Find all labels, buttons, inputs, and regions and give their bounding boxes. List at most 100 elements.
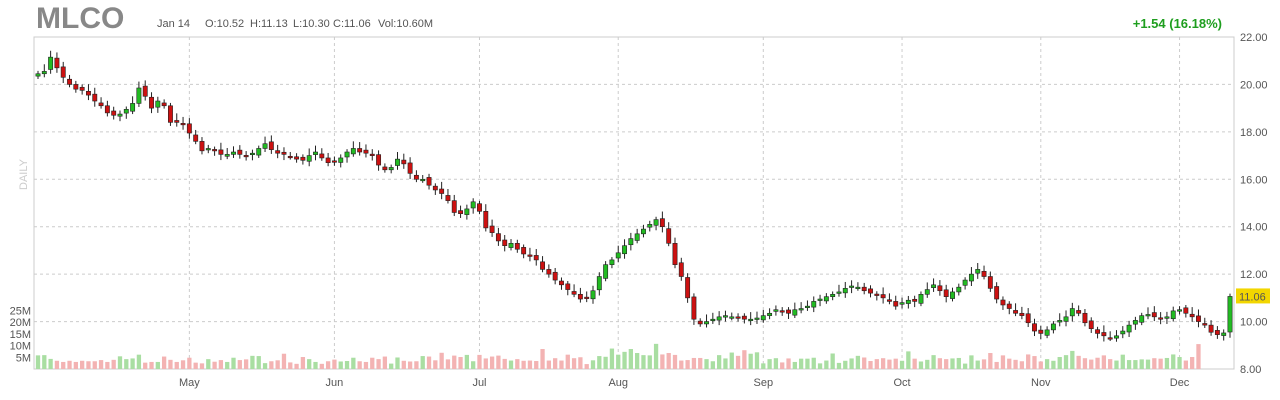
volume-bar [723, 358, 728, 369]
volume-bar [893, 358, 898, 369]
volume-bar [319, 363, 324, 369]
candle-body [880, 294, 886, 299]
candle-body [647, 224, 653, 228]
volume-bar [1019, 361, 1025, 369]
candle-body [508, 243, 514, 248]
volume-bar [899, 360, 905, 369]
candle-body [224, 154, 230, 157]
y-tick-label: 18.00 [1240, 127, 1268, 139]
y-tick-label: 8.00 [1240, 364, 1261, 376]
volume-bar [212, 361, 217, 369]
candle-body [193, 134, 199, 142]
candle-body [1126, 324, 1132, 333]
volume-bar [452, 355, 457, 369]
volume-bar [635, 353, 640, 369]
candle-body [338, 157, 344, 163]
candle-body [590, 290, 596, 300]
candle-body [735, 316, 741, 319]
candle-body [905, 299, 911, 304]
volume-bar [1051, 360, 1056, 369]
candle-body [180, 123, 186, 126]
volume-bar [761, 363, 766, 369]
candle-body [716, 316, 722, 321]
candle-body [1114, 335, 1119, 339]
candle-body [142, 85, 148, 97]
volume-bar [250, 355, 255, 369]
volume-bar [836, 362, 842, 369]
volume-bar [1057, 357, 1062, 369]
volume-bar [956, 357, 961, 369]
volume-bar [874, 359, 879, 369]
candle-body [458, 210, 464, 214]
candle-body [161, 102, 167, 107]
volume-bar [161, 356, 167, 369]
volume-bar [578, 357, 583, 369]
volume-bar [143, 362, 148, 369]
candle-body [937, 285, 943, 292]
candle-body [489, 225, 495, 233]
volume-bar [1133, 360, 1138, 369]
volume-bar [1095, 357, 1100, 369]
x-tick-label: May [179, 377, 200, 389]
volume-bar [716, 355, 722, 369]
volume-bar [325, 361, 331, 369]
volume-bar [565, 354, 570, 369]
candle-body [514, 243, 520, 250]
volume-bar [1089, 359, 1094, 369]
volume-bar [937, 358, 943, 369]
volume-bar [1145, 359, 1151, 369]
volume-bar [445, 359, 451, 369]
volume-bar [357, 361, 362, 369]
candle-body [918, 293, 924, 304]
volume-bar [105, 361, 110, 369]
candle-body [641, 228, 646, 235]
volume-bar [729, 352, 734, 369]
x-tick-label: Oct [893, 377, 910, 389]
volume-bar [994, 361, 999, 369]
volume-bar [931, 355, 936, 369]
candle-body [1170, 310, 1176, 320]
candle-body [956, 286, 962, 293]
volume-bar [54, 360, 60, 369]
volume-bar [527, 360, 533, 369]
volume-bar [313, 361, 318, 369]
candle-body [369, 153, 375, 156]
candle-body [237, 149, 243, 155]
ticker-symbol: MLCO [36, 2, 125, 35]
candle-body [760, 315, 766, 321]
volume-bar [515, 359, 520, 369]
volume-bar [546, 360, 552, 369]
volume-bar [124, 359, 129, 369]
candle-body [596, 276, 602, 291]
candle-body [275, 150, 281, 154]
candle-body [704, 321, 709, 325]
volume-bar [80, 360, 85, 369]
volume-bar [843, 360, 848, 369]
candle-body [287, 155, 293, 159]
candle-body [546, 269, 552, 275]
volume-bar [862, 357, 867, 369]
candle-body [773, 309, 779, 312]
candle-body [1145, 314, 1151, 317]
volume-bar [218, 360, 224, 369]
volume-bar [773, 358, 779, 369]
x-tick-label: Jun [326, 377, 344, 389]
candle-body [899, 302, 905, 305]
candle-body [464, 208, 470, 215]
candle-body [1088, 320, 1094, 329]
candle-body [350, 148, 356, 155]
volume-bar [534, 361, 539, 369]
candle-body [413, 174, 419, 180]
volume-bar [704, 359, 709, 369]
volume-bar [685, 360, 690, 369]
y-tick-label: 20.00 [1240, 79, 1268, 91]
volume-bar [237, 360, 242, 369]
volume-bar [988, 353, 993, 369]
candle-body [697, 320, 703, 325]
volume-bar [111, 359, 116, 369]
candle-body [1082, 312, 1088, 324]
candle-body [92, 93, 98, 102]
candle-body [912, 298, 918, 302]
candle-body [1107, 337, 1113, 340]
